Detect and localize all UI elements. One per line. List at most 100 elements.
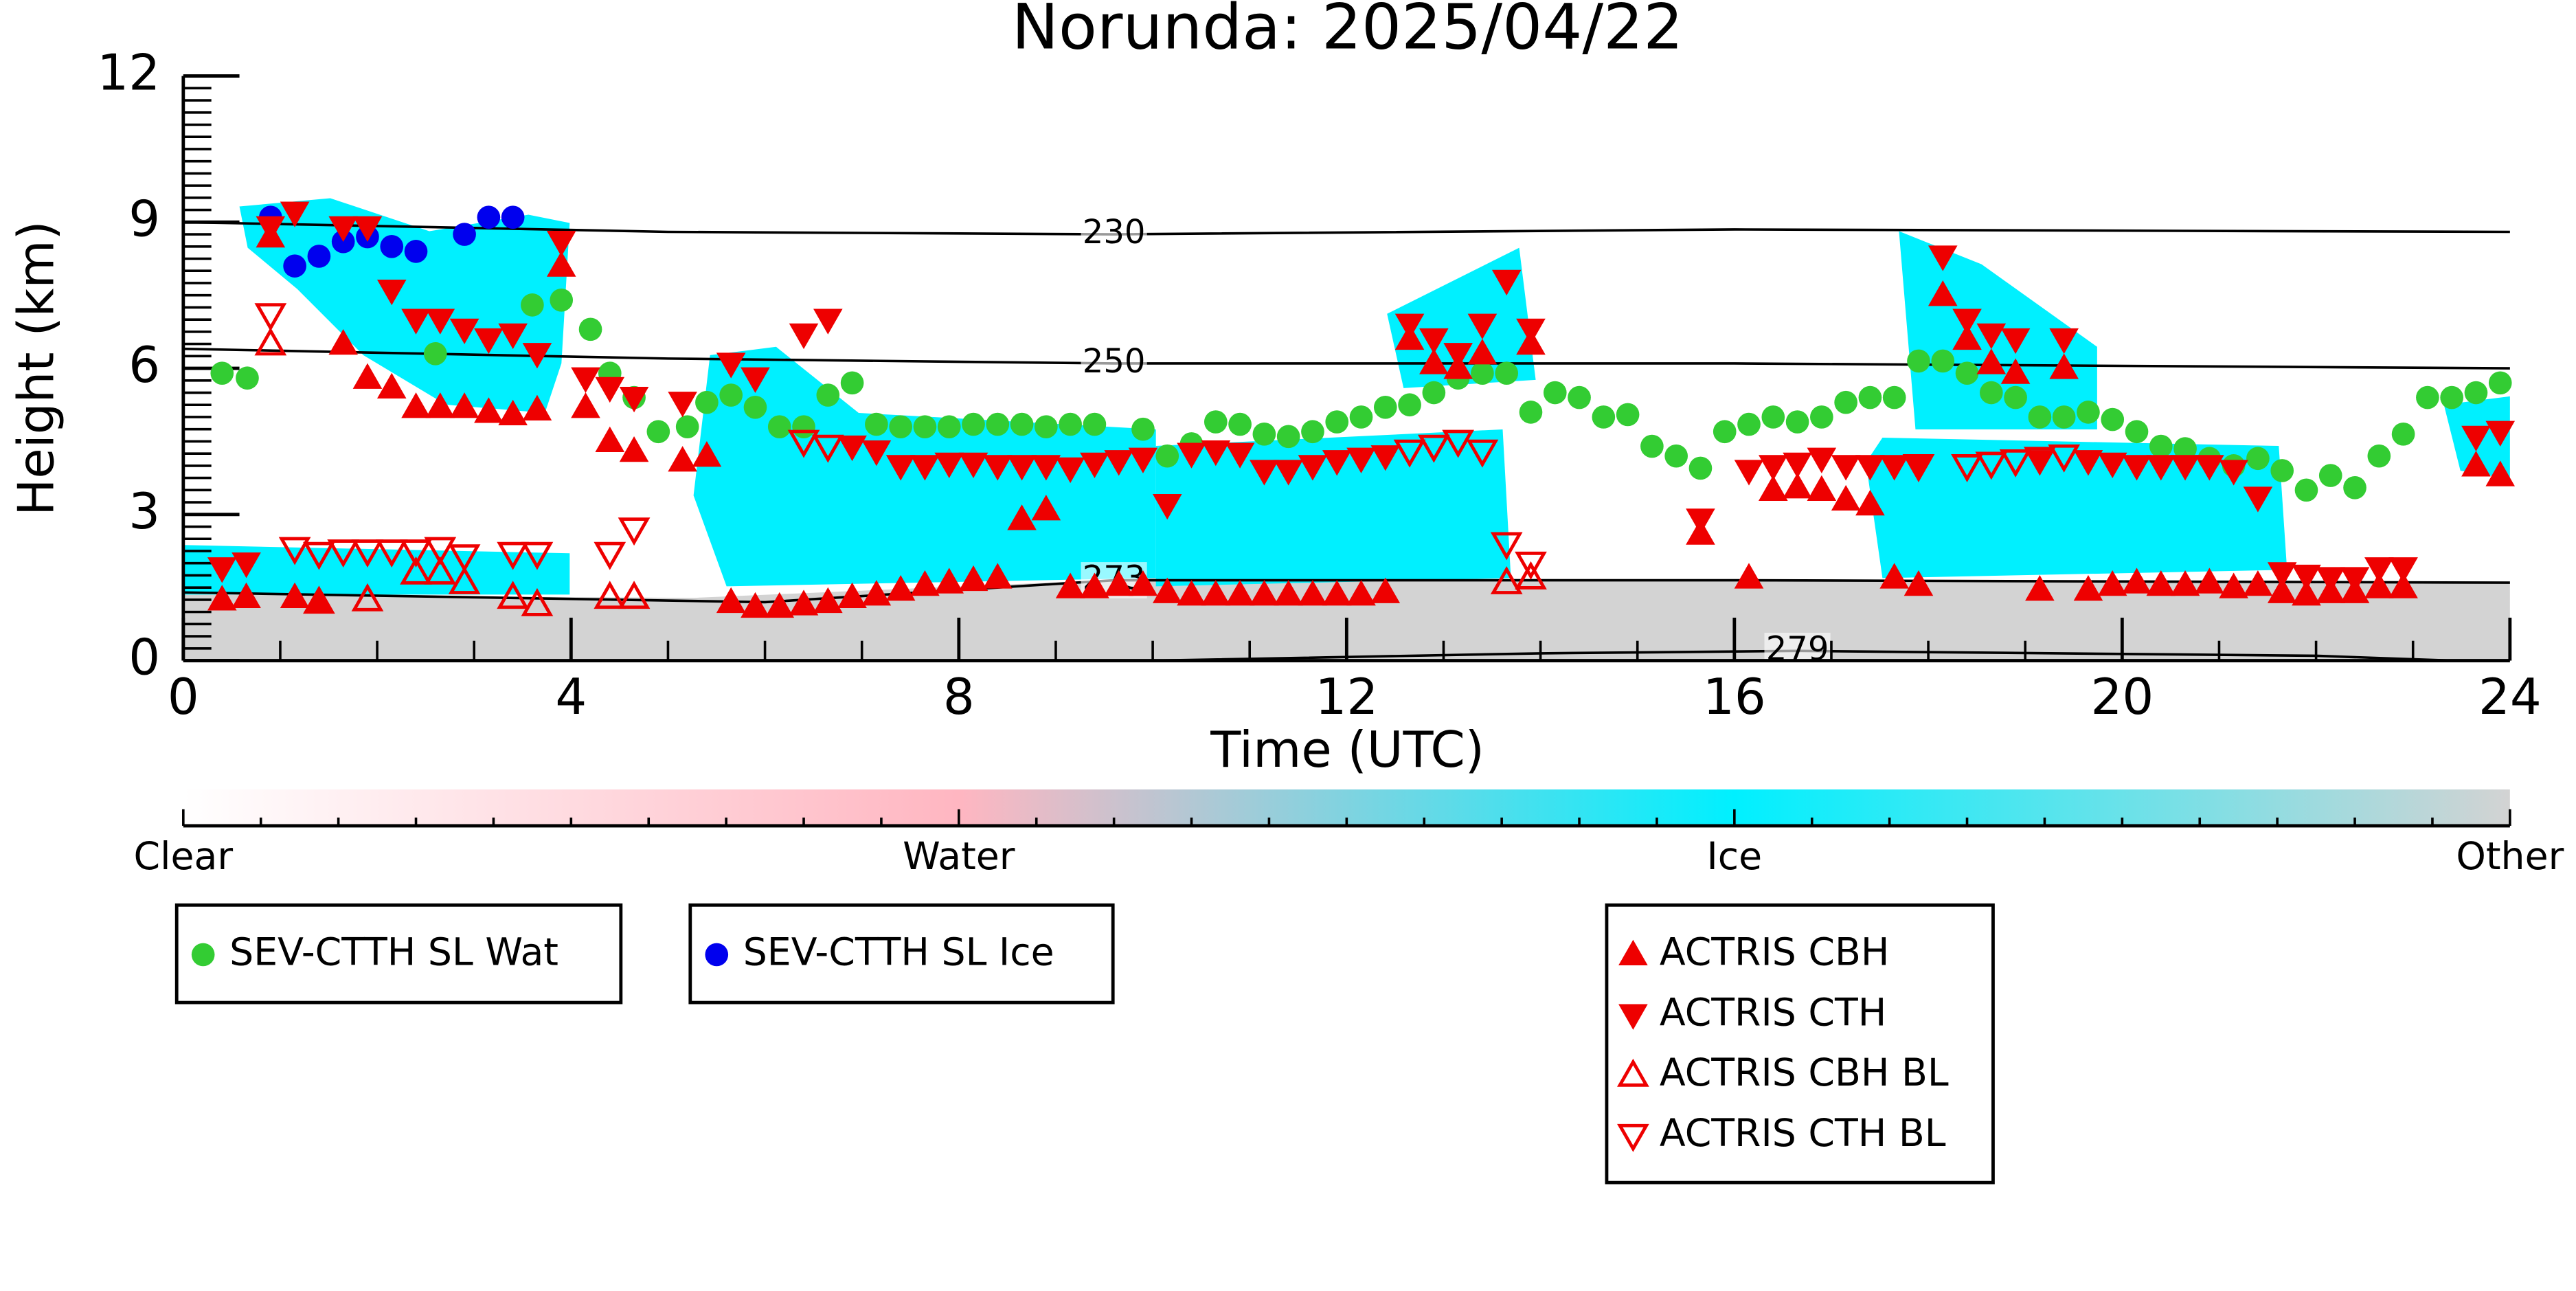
point — [424, 556, 457, 585]
point — [1442, 429, 1475, 458]
point — [2391, 422, 2415, 446]
point — [2049, 353, 2079, 379]
y-tick-label: 12 — [97, 45, 160, 102]
point — [2097, 452, 2127, 478]
point — [1903, 570, 1934, 596]
point — [1177, 442, 1206, 469]
point — [2388, 572, 2418, 598]
point — [741, 592, 770, 618]
point — [1083, 412, 1107, 436]
point — [328, 216, 358, 243]
point — [1059, 412, 1082, 436]
point — [913, 415, 937, 438]
legend-label: ACTRIS CBH — [1660, 931, 1890, 975]
point — [1490, 532, 1523, 561]
point — [448, 544, 481, 573]
point — [1783, 473, 1812, 499]
point — [1471, 361, 1494, 385]
point — [982, 563, 1013, 589]
point — [716, 587, 746, 614]
point — [2146, 455, 2176, 481]
point — [1035, 415, 1058, 438]
point — [1855, 455, 1885, 481]
point — [1373, 395, 1397, 419]
point — [1640, 434, 1664, 458]
point — [910, 455, 940, 481]
point — [256, 216, 286, 243]
point — [207, 585, 237, 611]
point — [1128, 570, 1158, 596]
point — [2170, 570, 2200, 596]
point — [498, 323, 528, 350]
point — [2243, 486, 2273, 513]
point — [1131, 417, 1155, 441]
point — [2125, 420, 2149, 444]
point — [958, 452, 988, 478]
point — [1734, 563, 1764, 589]
series — [254, 303, 2081, 580]
point — [303, 585, 335, 614]
point — [792, 415, 815, 438]
series — [210, 288, 2512, 502]
legend-marker — [1617, 1058, 1649, 1087]
point — [1419, 328, 1449, 355]
point — [1783, 452, 1812, 478]
x-tick-label: 0 — [168, 669, 199, 726]
point — [1228, 412, 1252, 436]
point — [719, 383, 743, 407]
point — [400, 556, 432, 585]
contour-label: 279 — [1766, 629, 1829, 668]
point — [2000, 328, 2031, 355]
point — [424, 537, 457, 565]
point — [1250, 460, 1279, 486]
colorbar-label: Water — [903, 835, 1015, 879]
point — [2101, 407, 2125, 431]
point — [1201, 440, 1231, 467]
point — [1713, 420, 1737, 444]
point — [695, 390, 719, 414]
point — [1031, 495, 1061, 521]
contour-label: 230 — [1083, 213, 1146, 251]
point — [1807, 475, 1837, 501]
point — [2246, 447, 2270, 471]
point — [328, 328, 358, 355]
point — [2004, 385, 2027, 409]
point — [2219, 572, 2248, 598]
point — [1298, 455, 1328, 481]
point — [1325, 410, 1349, 434]
point — [501, 205, 525, 229]
legend: ACTRIS CBH ACTRIS CTH ACTRIS CBH BL ACTRIS … — [1605, 903, 1995, 1185]
point — [2048, 444, 2081, 473]
point — [2149, 434, 2173, 458]
point — [595, 377, 625, 403]
x-tick-label: 16 — [1703, 669, 1766, 726]
point — [453, 223, 476, 246]
point — [2146, 570, 2176, 596]
legend-box — [688, 903, 1115, 1004]
legend-marker — [1618, 1004, 1648, 1030]
point — [1301, 420, 1324, 444]
legend-label: ACTRIS CTH — [1660, 991, 1886, 1035]
point — [934, 568, 964, 594]
x-tick-label: 4 — [555, 669, 587, 726]
point — [1855, 489, 1885, 516]
point — [889, 415, 912, 438]
point — [982, 455, 1013, 481]
y-axis-label: Height (km) — [8, 221, 66, 516]
point — [2292, 564, 2321, 591]
point — [2267, 562, 2297, 588]
legend-marker — [1617, 1123, 1649, 1152]
point — [423, 341, 447, 366]
point — [522, 394, 552, 420]
point — [1155, 444, 1179, 468]
point — [1516, 318, 1546, 344]
point — [1975, 451, 2008, 480]
point — [789, 323, 819, 350]
point — [2461, 451, 2491, 477]
legend: SEV-CTTH SL Ice — [688, 903, 1115, 1004]
point — [1831, 484, 1861, 511]
point — [1370, 577, 1401, 603]
point — [449, 318, 479, 344]
point — [619, 436, 649, 462]
